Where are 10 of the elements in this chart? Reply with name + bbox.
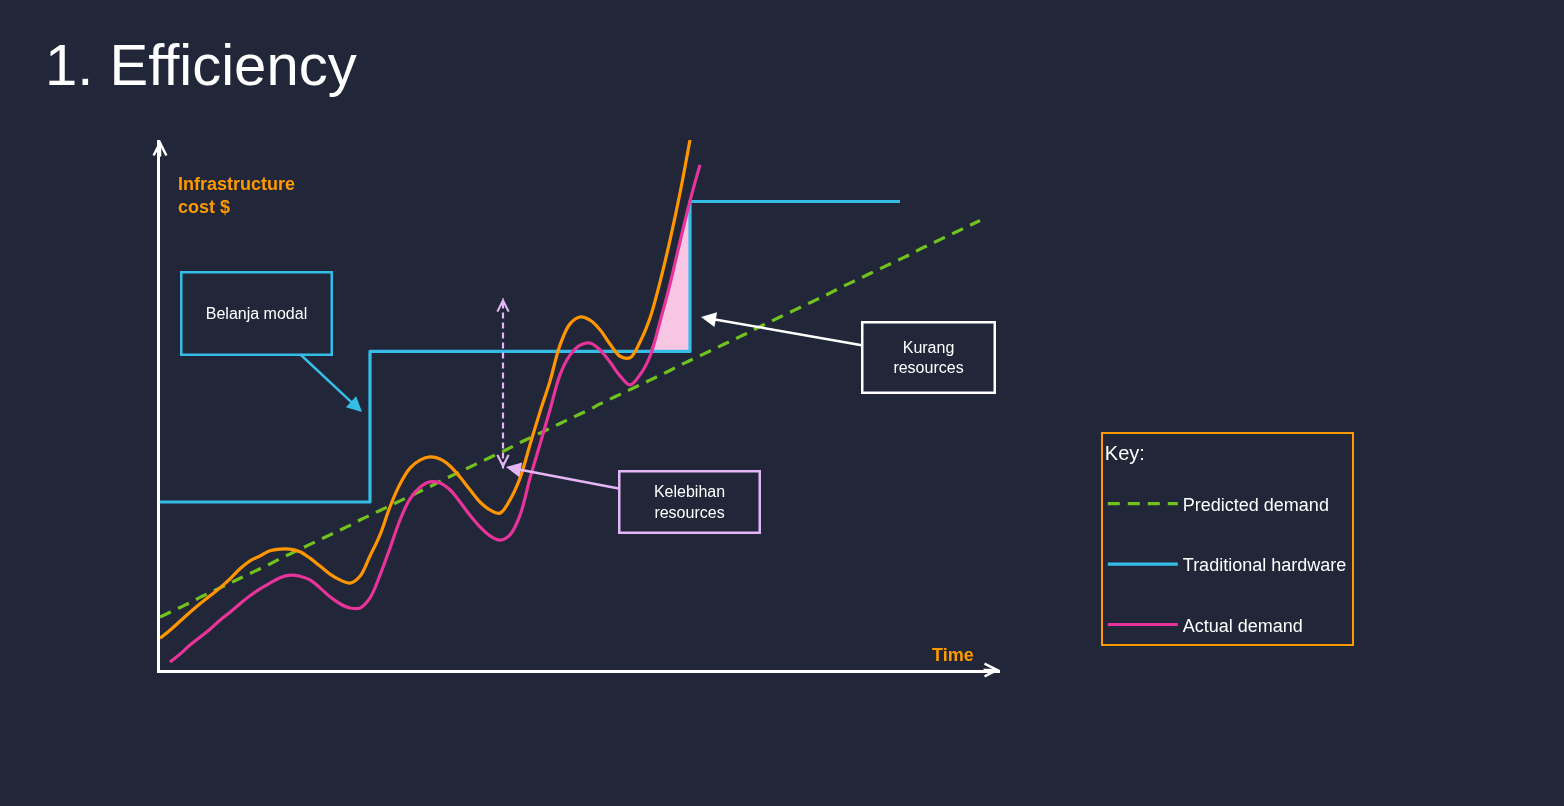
annotation: Kurang resources — [893, 338, 964, 377]
legend-title: Key: — [1104, 441, 1145, 464]
annotation: Kelebihan resources — [653, 483, 726, 521]
annotation: Belanja modal — [205, 305, 308, 322]
legend-label: Traditional hardware — [1182, 555, 1347, 576]
legend-label: Actual demand — [1182, 615, 1303, 636]
y-axis-title: Infrastructure cost $ — [178, 174, 296, 218]
chart-title: 1. Efficiency — [45, 32, 357, 98]
x-axis-title: Time — [932, 645, 974, 665]
legend-label: Predicted demand — [1182, 494, 1329, 515]
